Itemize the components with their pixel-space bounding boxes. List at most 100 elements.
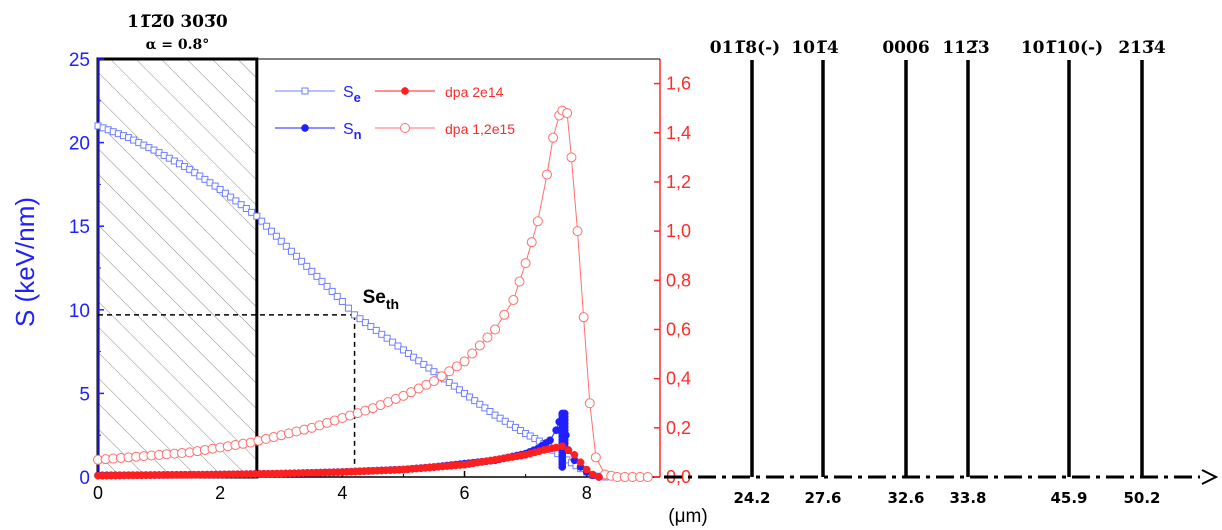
legend-marker (301, 87, 309, 95)
series-marker-se (313, 272, 321, 280)
series-marker-dpa2 (520, 258, 531, 269)
legend-marker (301, 124, 309, 132)
series-marker-se (367, 323, 375, 331)
series-marker-se (318, 277, 326, 285)
reflection-position: 27.6 (804, 489, 841, 507)
reflection-line-group: 011̅8(-) 24.2 (710, 38, 780, 507)
series-marker-se (221, 189, 229, 197)
reflection-position: 24.2 (733, 489, 770, 507)
legend-entry-sn: Sn (275, 121, 362, 142)
series-marker-dpa1 (570, 451, 579, 459)
series-marker-se (237, 201, 245, 209)
series-marker-se (227, 193, 235, 201)
reflection-line-group: 112̅3 33.8 (942, 38, 989, 507)
series-marker-se (461, 389, 469, 397)
series-marker-dpa2 (526, 237, 537, 248)
legend-entry-se: Se (275, 84, 361, 105)
hatched-region (96, 57, 259, 479)
left-axis: 0 5 10 15 20 25 (69, 50, 104, 489)
series-marker-se (425, 364, 433, 372)
series-dpa1 (94, 442, 603, 481)
series-marker-dpa2 (548, 132, 559, 143)
series-marker-se (216, 185, 224, 193)
series-marker-se (308, 267, 316, 275)
series-marker-dpa2 (541, 169, 552, 180)
right-tick-label: 1,6 (666, 74, 691, 94)
legend-label: dpa 2e14 (445, 84, 504, 100)
right-tick-label: 1,2 (666, 172, 691, 192)
series-marker-se (399, 346, 407, 354)
right-tick-label: 0,4 (666, 369, 691, 389)
series-marker-dpa2 (590, 452, 601, 463)
series-marker-se (476, 400, 484, 408)
x-tick-label: 6 (460, 483, 470, 503)
series-marker-dpa2 (566, 152, 577, 163)
series-marker-se (248, 208, 256, 216)
legend-entry-dpa1: dpa 2e14 (375, 84, 504, 100)
series-marker-se (282, 242, 290, 250)
left-tick-label: 0 (79, 468, 90, 489)
reflection-label: 101̅10(-) (1021, 38, 1103, 58)
series-marker-dpa1 (582, 465, 591, 474)
series-marker-se (415, 357, 423, 365)
right-tick-label: 1,4 (666, 123, 691, 143)
series-marker-se (356, 315, 364, 323)
reflection-line-group: 101̅10(-) 45.9 (1021, 38, 1103, 507)
series-marker-dpa2 (490, 324, 501, 335)
series-marker-dpa2 (532, 216, 543, 227)
series-marker-se (420, 360, 428, 368)
left-tick-label: 5 (79, 384, 90, 405)
reflection-position: 50.2 (1123, 489, 1160, 507)
series-marker-se (338, 297, 346, 305)
series-marker-se (298, 257, 306, 265)
series-marker-se (293, 252, 301, 260)
reflection-position: 32.6 (887, 489, 924, 507)
legend-label: dpa 1,2e15 (445, 121, 515, 137)
x-tick-label: 0 (93, 483, 103, 503)
series-marker-dpa2 (459, 356, 470, 367)
region-reflection-label: 11̅2̅0 303̅0 (127, 12, 228, 32)
series-layer (93, 105, 653, 482)
series-marker-se (263, 222, 271, 230)
series-marker-se (303, 262, 311, 270)
series-marker-se (383, 334, 391, 342)
x-tick-label: 4 (337, 483, 347, 503)
series-marker-se (389, 338, 397, 346)
series-marker-se (372, 326, 380, 334)
series-marker-se (333, 292, 341, 300)
reflection-diagram: 011̅8(-) 24.2 101̅4 27.6 0006 32.6 112̅3 33.8 10… (664, 38, 1219, 507)
series-marker-dpa2 (451, 361, 462, 372)
series-marker-dpa2 (578, 312, 589, 323)
legend-label: Sn (343, 121, 362, 142)
left-tick-label: 25 (69, 50, 90, 71)
series-marker-se (344, 304, 352, 312)
series-dpa2 (93, 105, 653, 482)
series-marker-se (258, 217, 266, 225)
series-marker-dpa2 (514, 276, 525, 287)
series-marker-dpa2 (436, 371, 447, 382)
threshold-label-sub: th (386, 296, 399, 312)
series-marker-se (430, 368, 438, 376)
diagram-axis-arrow-icon (1201, 469, 1219, 485)
y-axis-label: S (keV/nm) (10, 197, 40, 327)
series-marker-dpa2 (572, 226, 583, 237)
x-tick-label: 2 (215, 483, 225, 503)
legend-label: Se (343, 84, 361, 105)
series-marker-se (287, 247, 295, 255)
right-axis: 0,00,20,40,60,81,01,21,41,6 (654, 74, 691, 487)
legend-label-main: S (343, 84, 354, 101)
series-marker-se (455, 386, 463, 394)
series-marker-dpa2 (584, 398, 595, 409)
series-marker-se (471, 397, 479, 405)
series-marker-se (445, 379, 453, 387)
legend-marker (400, 123, 410, 133)
series-marker-dpa1 (576, 458, 585, 467)
reflection-position: 33.8 (949, 489, 986, 507)
threshold-label: Seth (363, 287, 399, 312)
left-tick-label: 20 (69, 134, 90, 155)
reflection-label: 0006 (882, 38, 929, 58)
x-axis-unit: (μm) (668, 506, 707, 527)
series-marker-dpa2 (499, 309, 510, 320)
series-marker-dpa2 (642, 472, 653, 482)
